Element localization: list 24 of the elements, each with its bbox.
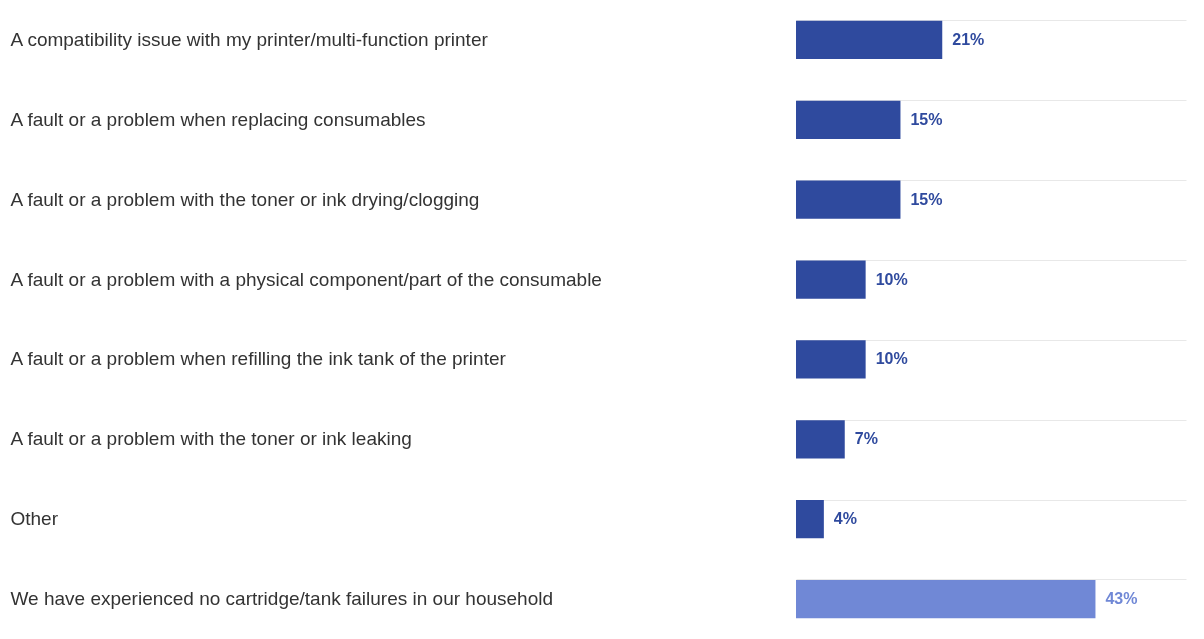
y-tick-label: Other: [10, 508, 59, 530]
bar: [796, 340, 866, 379]
data-label: 4%: [833, 510, 857, 528]
bar: [796, 579, 1096, 619]
y-tick-label: A fault or a problem when replacing consumables: [10, 108, 426, 130]
y-tick-label: A fault or a problem with the toner or ink leaking: [10, 428, 412, 450]
bar: [796, 260, 866, 299]
data-label: 15%: [910, 190, 943, 208]
bar: [796, 20, 943, 60]
bar: [796, 100, 901, 139]
y-tick-label: We have experienced no cartridge/tank failures in our household: [10, 588, 554, 610]
y-tick-label: A fault or a problem when refilling the ink tank of the printer: [10, 348, 507, 370]
data-label: 10%: [875, 270, 908, 288]
bar: [796, 420, 845, 459]
data-label: 21%: [952, 30, 985, 48]
y-tick-label: A fault or a problem with a physical component/part of the consumable: [10, 268, 602, 290]
y-tick-label: A compatibility issue with my printer/multi-function printer: [10, 28, 489, 50]
data-label: 7%: [854, 430, 878, 448]
data-label: 15%: [910, 110, 943, 128]
data-label: 43%: [1105, 590, 1138, 608]
bar: [796, 500, 824, 539]
y-tick-label: A fault or a problem with the toner or ink drying/clogging: [10, 188, 480, 210]
bar: [796, 180, 901, 219]
data-label: 10%: [875, 350, 908, 368]
